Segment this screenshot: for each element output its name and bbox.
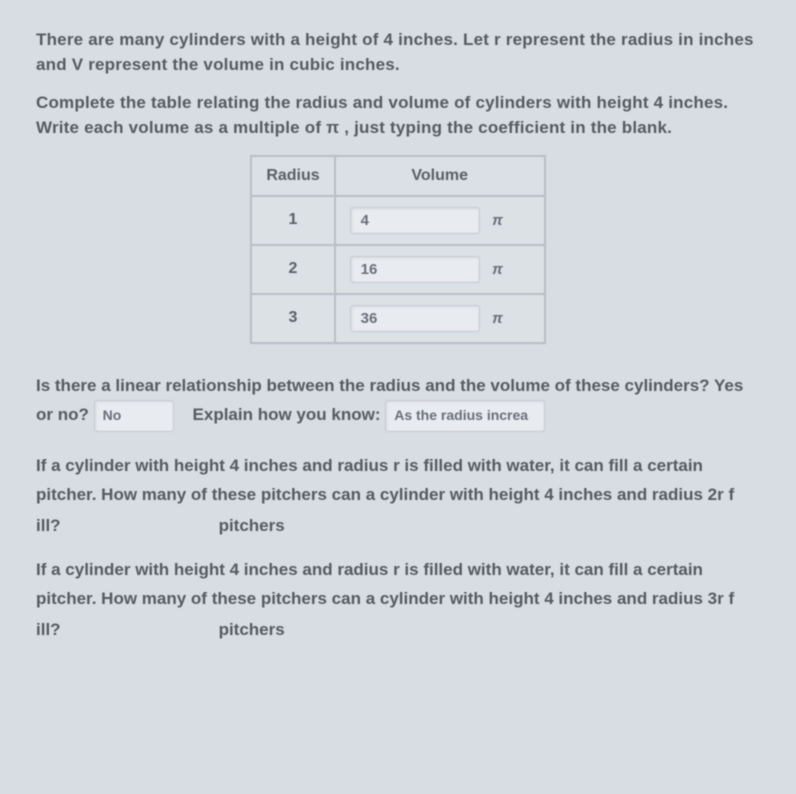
radius-cell: 2 — [251, 245, 334, 294]
volume-input[interactable]: 16 — [350, 256, 480, 283]
q3-answer-row: ill? pitchers — [36, 620, 760, 640]
intro-paragraph-1: There are many cylinders with a height o… — [36, 28, 760, 77]
pitchers-unit: pitchers — [219, 516, 285, 536]
q1-line2: or no? No Explain how you know: As the r… — [36, 400, 760, 432]
table-row: 3 36 π — [251, 294, 544, 343]
pi-symbol: π — [492, 212, 503, 229]
question-linear: Is there a linear relationship between t… — [36, 372, 760, 433]
volume-cell: 4 π — [335, 196, 545, 245]
radius-cell: 3 — [251, 294, 334, 343]
table-header-row: Radius Volume — [251, 156, 544, 196]
table-row: 2 16 π — [251, 245, 544, 294]
ill-label: ill? — [36, 516, 61, 536]
q2-answer-input[interactable] — [75, 530, 205, 531]
question-3r: If a cylinder with height 4 inches and r… — [36, 556, 760, 640]
q2-answer-row: ill? pitchers — [36, 516, 760, 536]
cylinder-table-wrap: Radius Volume 1 4 π 2 16 π 3 36 π — [36, 155, 760, 344]
radius-cell: 1 — [251, 196, 334, 245]
header-volume: Volume — [335, 156, 545, 196]
cylinder-table: Radius Volume 1 4 π 2 16 π 3 36 π — [250, 155, 545, 344]
question-2r: If a cylinder with height 4 inches and r… — [36, 452, 760, 536]
table-row: 1 4 π — [251, 196, 544, 245]
pitchers-unit: pitchers — [219, 620, 285, 640]
q1-line1: Is there a linear relationship between t… — [36, 372, 760, 401]
q3-text: If a cylinder with height 4 inches and r… — [36, 556, 760, 614]
volume-input[interactable]: 36 — [350, 305, 480, 332]
volume-cell: 36 π — [335, 294, 545, 343]
pi-symbol: π — [492, 310, 503, 327]
or-no-label: or no? — [36, 405, 89, 424]
intro-paragraph-2: Complete the table relating the radius a… — [36, 91, 760, 140]
q3-answer-input[interactable] — [75, 634, 205, 635]
pi-symbol: π — [492, 261, 503, 278]
header-radius: Radius — [251, 156, 334, 196]
yesno-input[interactable]: No — [94, 400, 174, 432]
explain-label: Explain how you know: — [193, 405, 381, 424]
q2-text: If a cylinder with height 4 inches and r… — [36, 452, 760, 510]
ill-label: ill? — [36, 620, 61, 640]
volume-cell: 16 π — [335, 245, 545, 294]
volume-input[interactable]: 4 — [350, 207, 480, 234]
explain-input[interactable]: As the radius increa — [385, 400, 545, 432]
